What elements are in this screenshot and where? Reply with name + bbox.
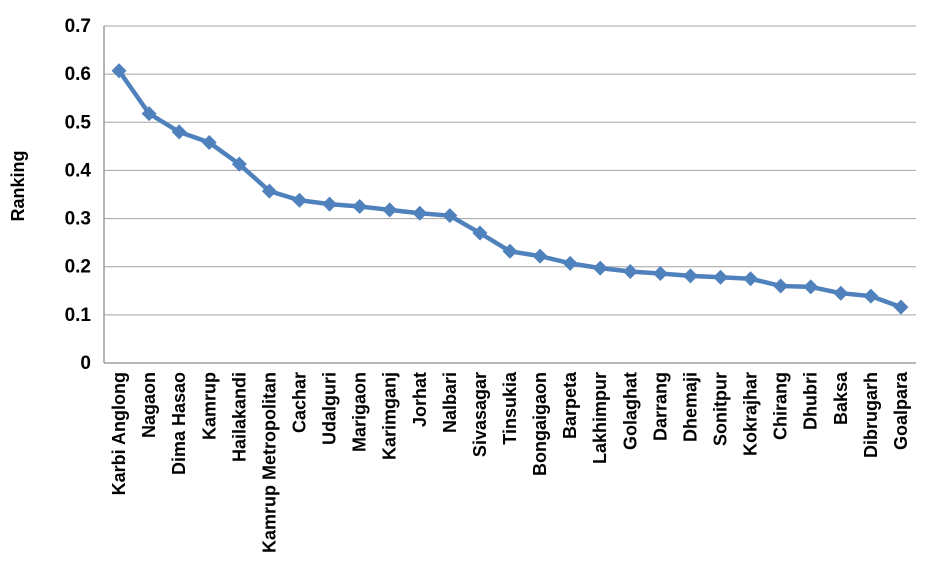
x-category-label: Lakhimpur [590,372,610,464]
data-point-marker [743,271,759,287]
data-point-marker [713,269,729,285]
data-point-marker [412,205,428,221]
data-point-marker [201,135,217,151]
x-category-label: Dhemaji [680,372,700,442]
data-point-marker [231,156,247,172]
data-point-marker [171,124,187,140]
data-point-marker [442,208,458,224]
data-point-marker [502,243,518,259]
x-category-label: Kamrup [199,372,219,440]
y-axis-title: Ranking [8,150,28,221]
y-tick-label: 0.5 [65,112,92,133]
data-point-marker [562,255,578,271]
gridlines [104,25,916,316]
x-category-label: Dhubri [801,372,821,430]
x-category-label: Dibrugarh [861,372,881,458]
y-tick-label: 0.6 [65,64,91,85]
x-axis-category-labels: Karbi Anglong Nagaon Dima Hasao Kamrup Haila… [109,371,911,553]
x-category-label: Barpeta [560,371,580,439]
data-point-marker [682,268,698,284]
data-point-marker [111,63,127,79]
x-category-label: Cachar [289,372,309,433]
series-line [116,68,904,310]
data-point-marker [652,265,668,281]
data-point-marker [322,196,338,212]
x-category-label: Tinsukia [500,371,520,445]
y-tick-label: 0.2 [65,257,91,278]
data-point-marker [622,264,638,280]
x-category-label: Jorhat [410,372,430,427]
x-category-label: Bongaigaon [530,372,550,476]
y-axis-tick-labels: 0 0.1 0.2 0.3 0.4 0.5 0.6 0.7 [65,16,92,374]
x-category-label: Dima Hasao [169,372,189,475]
data-point-marker [863,288,879,304]
x-category-label: Marigaon [350,372,370,452]
data-point-marker [261,183,277,199]
x-category-label: Chirang [771,372,791,440]
data-point-marker [352,199,368,215]
ranking-series [111,63,909,315]
x-category-label: Golaghat [620,372,640,450]
y-tick-label: 0.1 [65,305,92,326]
x-category-label: Karbi Anglong [109,372,129,495]
x-category-label: Baksa [831,371,851,425]
x-category-label: Darrang [650,372,670,441]
x-category-label: Nagaon [139,372,159,438]
y-tick-label: 0 [80,353,91,374]
x-category-label: Sivasagar [470,372,490,457]
data-point-marker [532,248,548,264]
x-category-label: Hailakandi [229,372,249,462]
data-point-marker [773,278,789,294]
x-category-label: Sonitpur [711,372,731,446]
y-tick-label: 0.7 [65,16,91,37]
data-point-marker [803,279,819,295]
data-point-marker [472,225,488,241]
x-category-label: Karimganj [380,372,400,460]
y-tick-label: 0.4 [65,160,92,181]
data-point-marker [833,285,849,301]
y-tick-label: 0.3 [65,209,91,230]
x-category-label: Kamrup Metropolitan [259,372,279,553]
data-point-marker [141,106,157,122]
x-category-label: Nalbari [440,372,460,433]
data-point-marker [382,202,398,218]
data-point-marker [291,192,307,208]
data-point-marker [893,299,909,315]
x-category-label: Kokrajhar [741,372,761,456]
axes [103,26,916,364]
x-category-label: Udalguri [320,372,340,445]
data-point-marker [592,260,608,276]
x-category-label: Goalpara [891,371,911,450]
